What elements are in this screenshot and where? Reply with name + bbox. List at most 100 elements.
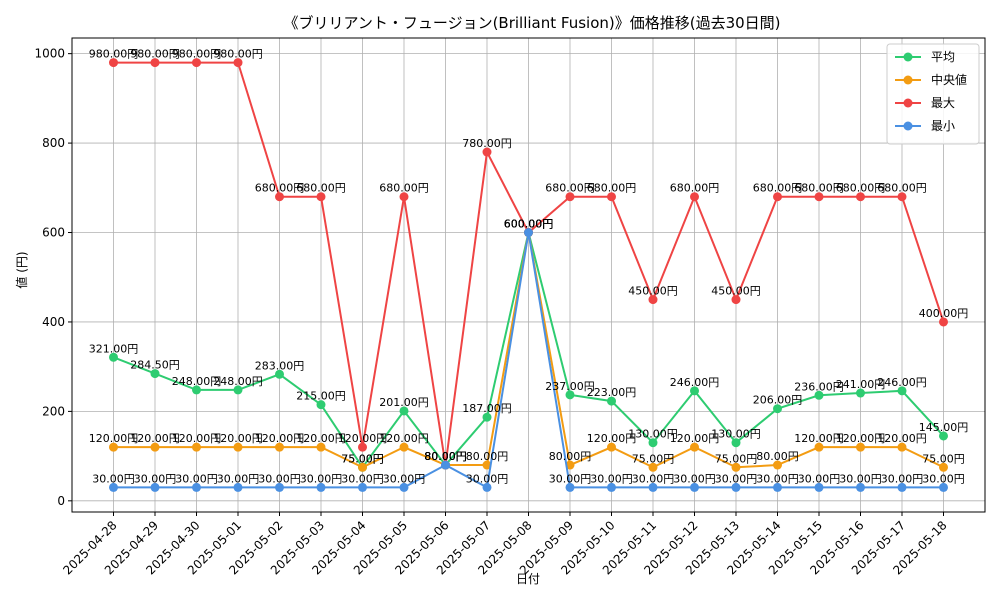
data-point [316, 442, 326, 452]
data-label: 680.00円 [587, 182, 637, 195]
data-point [482, 412, 492, 422]
data-label: 80.00円 [549, 450, 592, 463]
data-point [773, 404, 782, 414]
data-point [690, 192, 699, 202]
data-label: 246.00円 [877, 376, 927, 389]
data-point [939, 317, 948, 327]
data-point [399, 406, 409, 416]
data-label: 206.00円 [753, 394, 803, 407]
data-point [275, 369, 284, 379]
data-label: 600.00円 [504, 218, 554, 231]
data-label: 80.00円 [424, 450, 467, 463]
data-point [441, 460, 450, 470]
data-point [939, 462, 948, 472]
y-tick-label: 0 [57, 494, 65, 508]
data-label: 980.00円 [213, 48, 263, 61]
legend-swatch-marker [903, 121, 913, 131]
data-point [731, 482, 741, 492]
data-point [192, 58, 201, 68]
data-label: 120.00円 [255, 432, 305, 445]
data-point [482, 147, 492, 157]
data-label: 120.00円 [379, 432, 429, 445]
legend-swatch-marker [903, 75, 913, 85]
data-label: 30.00円 [217, 472, 260, 485]
data-point [856, 388, 865, 398]
data-label: 120.00円 [213, 432, 263, 445]
data-label: 80.00円 [424, 450, 467, 463]
data-point [192, 482, 201, 492]
y-tick-label: 1000 [34, 47, 65, 61]
data-point [482, 460, 492, 470]
data-point [856, 442, 865, 452]
data-label: 30.00円 [134, 472, 177, 485]
data-point [607, 396, 616, 406]
data-point [897, 442, 907, 452]
data-label: 30.00円 [300, 472, 343, 485]
data-label: 120.00円 [670, 432, 720, 445]
data-label: 30.00円 [673, 472, 716, 485]
data-label: 680.00円 [877, 182, 927, 195]
legend-swatch-marker [903, 98, 913, 108]
data-point [399, 482, 409, 492]
data-point [773, 460, 782, 470]
data-point [565, 192, 575, 202]
data-label: 680.00円 [794, 182, 844, 195]
data-point [731, 295, 741, 305]
data-label: 450.00円 [711, 285, 761, 298]
data-label: 450.00円 [628, 285, 678, 298]
data-label: 980.00円 [130, 48, 180, 61]
data-label: 680.00円 [753, 182, 803, 195]
data-point [773, 482, 782, 492]
data-label: 130.00円 [628, 428, 678, 441]
data-label: 75.00円 [715, 452, 758, 465]
data-label: 120.00円 [172, 432, 222, 445]
data-label: 30.00円 [798, 472, 841, 485]
data-point [150, 482, 160, 492]
data-label: 980.00円 [172, 48, 222, 61]
data-point [316, 482, 326, 492]
data-point [773, 192, 782, 202]
data-point [939, 431, 948, 441]
data-point [316, 192, 326, 202]
data-label: 30.00円 [756, 472, 799, 485]
data-point [648, 295, 658, 305]
data-label: 680.00円 [255, 182, 305, 195]
data-label: 75.00円 [632, 452, 675, 465]
data-point [192, 385, 201, 395]
data-label: 75.00円 [341, 452, 384, 465]
data-label: 30.00円 [881, 472, 924, 485]
data-label: 201.00円 [379, 396, 429, 409]
data-label: 120.00円 [587, 432, 637, 445]
data-point [524, 228, 533, 238]
data-label: 241.00円 [836, 378, 886, 391]
data-point [316, 400, 326, 410]
legend-label: 平均 [931, 50, 955, 64]
data-label: 600.00円 [504, 218, 554, 231]
data-label: 80.00円 [466, 450, 509, 463]
data-point [233, 58, 243, 68]
legend-label: 最大 [931, 96, 955, 110]
data-point [814, 192, 824, 202]
y-tick-label: 600 [42, 226, 65, 240]
data-label: 30.00円 [632, 472, 675, 485]
data-label: 237.00円 [545, 380, 595, 393]
data-label: 248.00円 [213, 375, 263, 388]
data-label: 145.00円 [919, 421, 969, 434]
data-label: 130.00円 [711, 428, 761, 441]
data-point [731, 438, 741, 448]
data-label: 30.00円 [341, 472, 384, 485]
data-label: 283.00円 [255, 359, 305, 372]
data-label: 120.00円 [877, 432, 927, 445]
data-point [814, 442, 824, 452]
data-label: 246.00円 [670, 376, 720, 389]
data-point [109, 352, 118, 362]
data-point [109, 58, 118, 68]
data-point [814, 482, 824, 492]
data-point [233, 385, 243, 395]
data-label: 120.00円 [89, 432, 139, 445]
data-point [565, 460, 575, 470]
